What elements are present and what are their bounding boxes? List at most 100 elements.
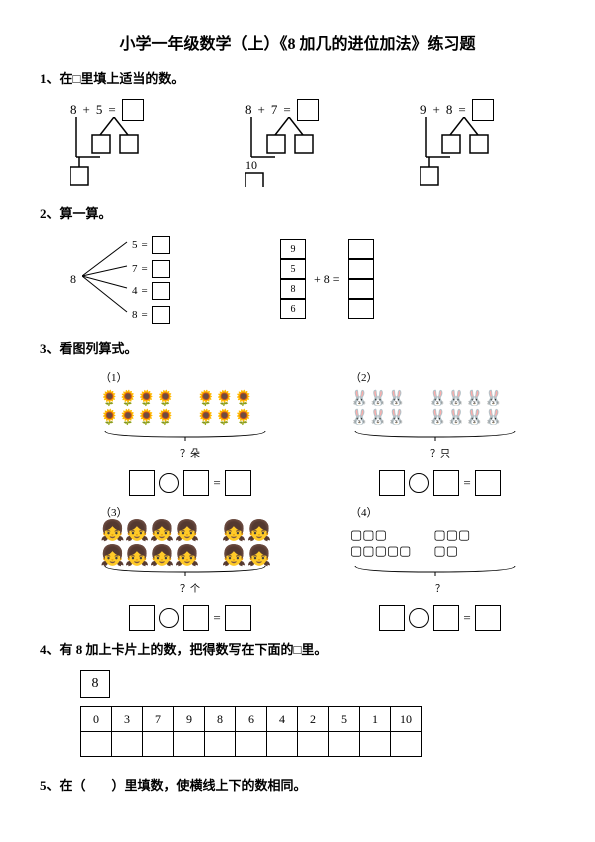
q1-item-2: 8 + 7 = 10 <box>245 99 375 189</box>
q1-item-1: 8 + 5 = <box>70 99 200 189</box>
q2-base: 8 <box>70 272 76 287</box>
answer-box <box>379 605 405 631</box>
answer-box <box>475 605 501 631</box>
answer-cell <box>112 732 143 757</box>
cubes-pic: ▢▢▢▢▢▢▢▢ ▢▢▢▢▢ <box>350 522 530 564</box>
num-cell: 3 <box>112 707 143 732</box>
stack-cell: 5 <box>280 259 306 279</box>
answer-box <box>152 282 170 300</box>
q3-item-3: （3） 👧👧👧👧👧👧👧👧 👧👧👧👧 ？个 = <box>100 504 280 631</box>
q4-title: 4、有 8 加上卡片上的数，把得数写在下面的□里。 <box>40 639 555 658</box>
q1-3-a: 9 <box>420 102 427 118</box>
answer-box <box>225 605 251 631</box>
num-cell: 4 <box>267 707 298 732</box>
stack-cell: 9 <box>280 239 306 259</box>
answer-box <box>225 470 251 496</box>
answer-cell <box>143 732 174 757</box>
answer-box <box>183 470 209 496</box>
table-row: 0 3 7 9 8 6 4 2 5 1 10 <box>81 707 422 732</box>
answer-box <box>433 470 459 496</box>
answer-box <box>152 260 170 278</box>
q2-add-2: 4 <box>132 285 138 297</box>
stack-cell: 8 <box>280 279 306 299</box>
answer-cell <box>348 259 374 279</box>
hint-10: 10 <box>245 158 257 172</box>
num-cell: 9 <box>174 707 205 732</box>
q1-1-a: 8 <box>70 102 77 118</box>
answer-cell <box>391 732 422 757</box>
q1-3-b: 8 <box>446 102 453 118</box>
answer-cell <box>205 732 236 757</box>
q2-add-0: 5 <box>132 239 138 251</box>
q1-3-eq: = <box>458 102 465 118</box>
table-row <box>81 732 422 757</box>
q2-title: 2、算一算。 <box>40 203 555 222</box>
answer-box <box>433 605 459 631</box>
answer-cell <box>81 732 112 757</box>
q2-left: 8 5= 7= 4= 8= <box>70 234 220 324</box>
answer-box <box>129 605 155 631</box>
q3-unit-1: ？朵 <box>100 445 280 460</box>
q2-right: 9 5 8 6 + 8 = <box>280 239 374 319</box>
answer-box <box>152 306 170 324</box>
q4-table: 0 3 7 9 8 6 4 2 5 1 10 <box>80 706 422 757</box>
q1-1-eq: = <box>108 102 115 118</box>
answer-cell <box>348 299 374 319</box>
split-diagram: 10 <box>245 117 325 187</box>
num-cell: 0 <box>81 707 112 732</box>
num-cell: 6 <box>236 707 267 732</box>
answer-cell <box>174 732 205 757</box>
q2-op: + 8 = <box>314 272 340 287</box>
q2-add-1: 7 <box>132 263 138 275</box>
page-title: 小学一年级数学（上）《8 加几的进位加法》练习题 <box>40 30 555 54</box>
q3-row-1: （1） 🌻🌻🌻🌻🌻🌻🌻🌻 🌻🌻🌻🌻🌻🌻 ？朵 = （2） 🐰🐰🐰🐰🐰🐰 🐰🐰🐰🐰… <box>100 369 555 496</box>
q1-title: 1、在□里填上适当的数。 <box>40 68 555 87</box>
brace <box>350 429 520 443</box>
q1-item-3: 9 + 8 = <box>420 99 550 189</box>
q3-unit-3: ？个 <box>100 580 280 595</box>
brace <box>350 564 520 578</box>
flowers-pic: 🌻🌻🌻🌻🌻🌻🌻🌻 🌻🌻🌻🌻🌻🌻 <box>100 387 280 429</box>
answer-box <box>152 236 170 254</box>
answer-cell <box>360 732 391 757</box>
answer-cell <box>267 732 298 757</box>
op-circle <box>159 608 179 628</box>
answer-box <box>475 470 501 496</box>
op-circle <box>409 608 429 628</box>
q3-title: 3、看图列算式。 <box>40 338 555 357</box>
q3-label-1: （1） <box>100 369 280 385</box>
fan-lines <box>82 234 132 324</box>
q3-item-1: （1） 🌻🌻🌻🌻🌻🌻🌻🌻 🌻🌻🌻🌻🌻🌻 ？朵 = <box>100 369 280 496</box>
q3-item-4: （4） ▢▢▢▢▢▢▢▢ ▢▢▢▢▢ ？ = <box>350 504 530 631</box>
q1-2-b: 7 <box>271 102 278 118</box>
answer-cell <box>348 279 374 299</box>
eq-row: = <box>350 605 530 631</box>
q3-unit-2: ？只 <box>350 445 530 460</box>
num-cell: 8 <box>205 707 236 732</box>
answer-cell <box>236 732 267 757</box>
q5-title: 5、在（ ）里填数，使横线上下的数相同。 <box>40 775 555 794</box>
num-cell: 7 <box>143 707 174 732</box>
answer-cell <box>329 732 360 757</box>
girls-pic: 👧👧👧👧👧👧👧👧 👧👧👧👧 <box>100 522 280 564</box>
op-circle <box>409 473 429 493</box>
q1-2-eq: = <box>283 102 290 118</box>
q2-content: 8 5= 7= 4= 8= 9 5 8 6 + 8 = <box>70 234 555 324</box>
output-stack <box>348 239 374 319</box>
eq-row: = <box>100 470 280 496</box>
eq-row: = <box>100 605 280 631</box>
q2-add-3: 8 <box>132 309 138 321</box>
split-diagram <box>70 117 150 187</box>
q3-label-4: （4） <box>350 504 530 520</box>
q3-row-2: （3） 👧👧👧👧👧👧👧👧 👧👧👧👧 ？个 = （4） ▢▢▢▢▢▢▢▢ ▢▢▢▢… <box>100 504 555 631</box>
input-stack: 9 5 8 6 <box>280 239 306 319</box>
num-cell: 2 <box>298 707 329 732</box>
rabbits-pic: 🐰🐰🐰🐰🐰🐰 🐰🐰🐰🐰🐰🐰🐰🐰 <box>350 387 530 429</box>
answer-box <box>129 470 155 496</box>
answer-cell <box>298 732 329 757</box>
eq-row: = <box>350 470 530 496</box>
brace <box>100 429 270 443</box>
num-cell: 10 <box>391 707 422 732</box>
stack-cell: 6 <box>280 299 306 319</box>
q3-label-2: （2） <box>350 369 530 385</box>
